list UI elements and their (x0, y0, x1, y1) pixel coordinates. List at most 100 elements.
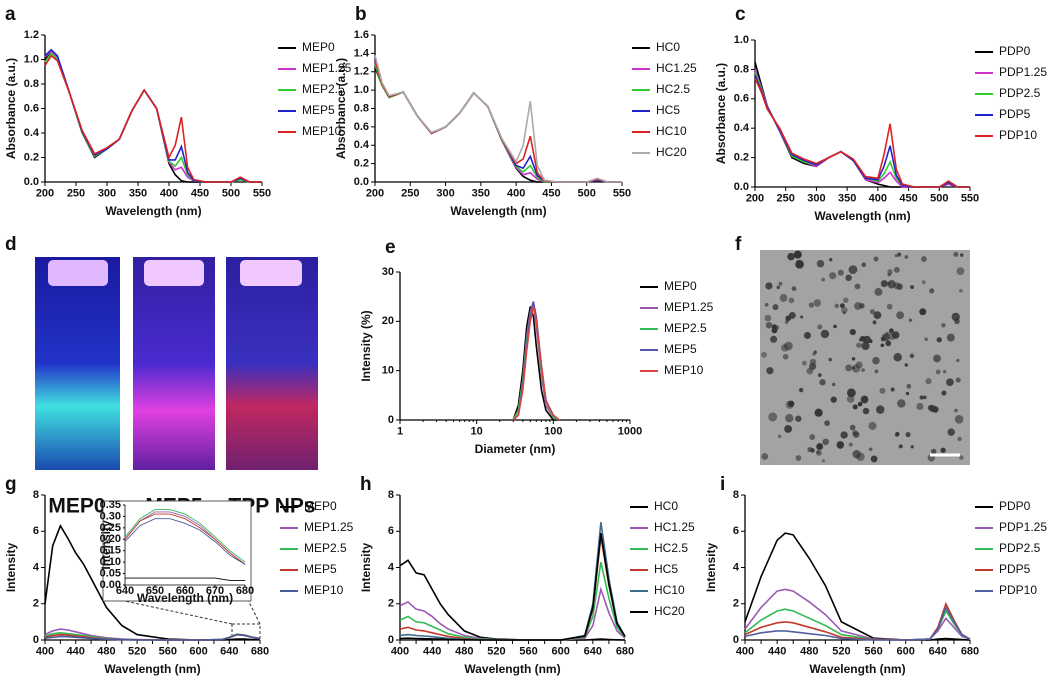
particle (834, 303, 840, 309)
particle (795, 455, 802, 461)
y-tick-label: 8 (733, 489, 739, 501)
y-axis-label: Intensity (4, 543, 18, 593)
y-axis-label: Absorbance (a.u.) (334, 58, 348, 159)
particle (897, 399, 906, 408)
y-tick-label: 0.35 (100, 499, 121, 511)
particle (778, 281, 783, 286)
particle (931, 448, 937, 455)
particle (924, 337, 928, 342)
y-tick-label: 0.6 (734, 93, 749, 105)
chart-panel: 0.0 0.2 0.4 0.6 0.8 1.0 1.2 1.4 1.6 200 250 300 350 4… (334, 4, 697, 218)
particle (831, 382, 836, 387)
x-tick-label: 10 (471, 426, 483, 438)
legend-label: HC0 (656, 40, 680, 54)
particle (809, 362, 817, 371)
x-axis-label: Wavelength (nm) (105, 204, 201, 218)
x-tick-label: 680 (236, 585, 254, 597)
particle (777, 434, 782, 439)
particle (959, 288, 963, 293)
particle (908, 318, 913, 322)
y-tick-label: 0.15 (100, 545, 121, 557)
particle (897, 252, 902, 257)
x-tick-label: 100 (544, 426, 562, 438)
legend-label: MEP5 (304, 562, 337, 576)
legend-label: HC10 (654, 583, 685, 597)
y-tick-label: 0.00 (100, 579, 121, 591)
particle (772, 304, 779, 311)
legend-label: PDP0 (999, 499, 1031, 513)
particle (882, 333, 890, 341)
particle (848, 442, 853, 447)
particle (785, 414, 794, 423)
y-tick-label: 2 (33, 598, 39, 610)
particle (936, 337, 942, 343)
x-tick-label: 440 (768, 646, 786, 658)
particle (770, 335, 778, 343)
x-tick-label: 440 (67, 646, 85, 658)
particle (876, 405, 885, 414)
x-axis-label: Diameter (nm) (475, 442, 556, 456)
series-line (754, 77, 970, 188)
legend-label: HC0 (654, 499, 678, 513)
series-line (754, 74, 970, 188)
x-tick-label: 200 (36, 188, 54, 200)
particle (816, 443, 824, 450)
x-tick-label: 250 (401, 188, 419, 200)
particle (874, 287, 883, 296)
particle (779, 294, 788, 302)
x-tick-label: 1 (397, 426, 403, 438)
particle (904, 255, 909, 259)
particle (886, 303, 893, 310)
x-tick-label: 670 (206, 585, 224, 597)
particle (830, 396, 837, 403)
x-tick-label: 600 (897, 646, 915, 658)
particle (859, 335, 866, 342)
inset-frame (102, 500, 252, 602)
particle (868, 447, 873, 451)
series-line (44, 54, 262, 183)
particle (820, 329, 830, 339)
legend-label: MEP2.5 (664, 321, 707, 335)
particle (869, 309, 875, 315)
particle (910, 445, 914, 449)
particle (765, 321, 773, 329)
y-tick-label: 4 (733, 561, 740, 573)
particle (887, 281, 891, 286)
particle (922, 395, 927, 400)
x-tick-label: 250 (67, 188, 85, 200)
particle (851, 366, 856, 370)
y-tick-label: 0 (33, 634, 39, 646)
legend-label: HC2.5 (654, 541, 688, 555)
particle (946, 333, 955, 342)
y-tick-label: 6 (733, 525, 739, 537)
particle (761, 453, 769, 460)
y-tick-label: 0.6 (24, 102, 39, 114)
legend-label: MEP1.25 (304, 520, 354, 534)
x-tick-label: 680 (616, 646, 634, 658)
y-tick-label: 0.25 (100, 522, 121, 534)
legend-label: HC1.25 (654, 520, 695, 534)
x-tick-label: 400 (869, 193, 887, 205)
series-line (124, 518, 246, 565)
series-line (399, 536, 626, 641)
particle (846, 395, 855, 403)
particle (893, 353, 902, 362)
vial-cap (240, 260, 302, 286)
panel-label: h (360, 474, 372, 495)
y-tick-label: 0.20 (100, 533, 121, 545)
particle (819, 379, 826, 386)
chart-panel: 0 10 20 30 1 10 100 1000 Diameter (nm) Intensity … (359, 237, 714, 456)
series-line (512, 306, 560, 421)
x-tick-label: 350 (838, 193, 856, 205)
particle (880, 343, 885, 348)
particle (861, 341, 870, 351)
legend-label: HC10 (656, 124, 687, 138)
particle (910, 285, 914, 290)
y-tick-label: 20 (382, 315, 394, 327)
particle (845, 274, 852, 282)
x-tick-label: 300 (436, 188, 454, 200)
particle (894, 254, 898, 258)
x-tick-label: 200 (366, 188, 384, 200)
y-tick-label: 0 (388, 634, 394, 646)
